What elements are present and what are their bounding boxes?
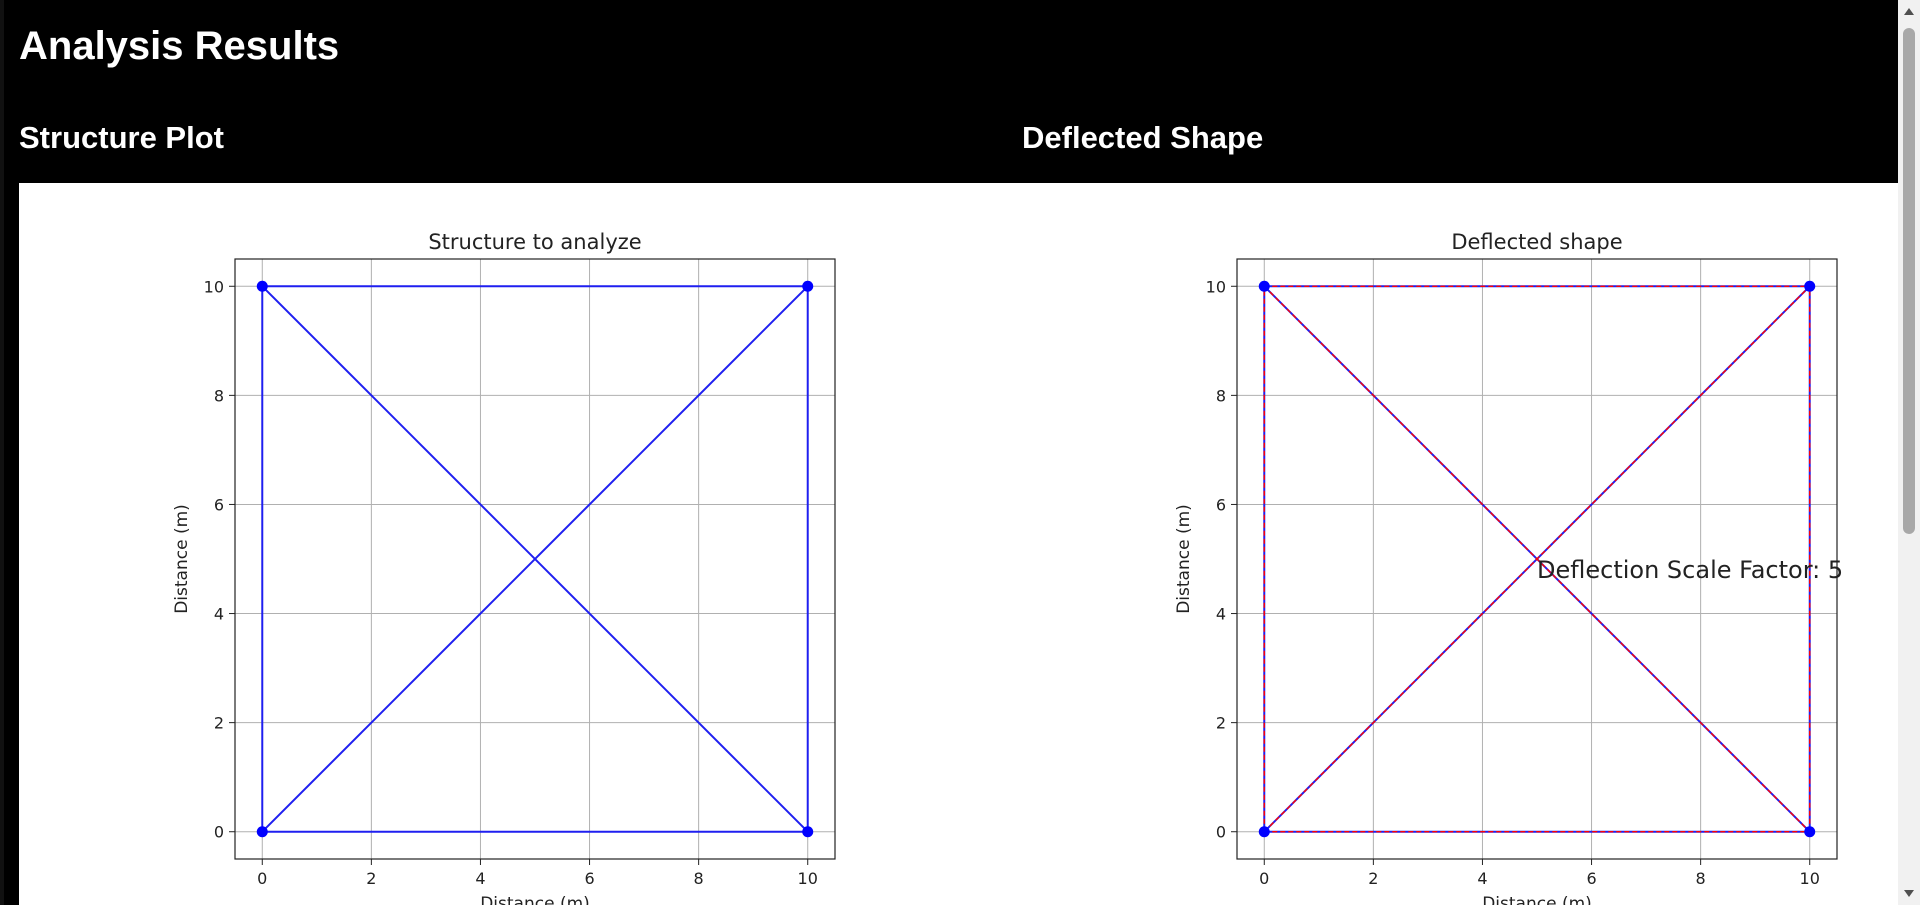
y-tick-label: 8 xyxy=(1216,386,1226,405)
y-tick-label: 8 xyxy=(214,386,224,405)
y-axis-label: Distance (m) xyxy=(172,504,192,614)
node-point xyxy=(256,280,268,292)
node-point xyxy=(256,826,268,838)
x-tick-label: 0 xyxy=(1259,869,1269,888)
vertical-scrollbar[interactable] xyxy=(1898,0,1920,905)
scroll-down-arrow-icon[interactable] xyxy=(1904,890,1914,897)
y-tick-label: 6 xyxy=(214,495,224,514)
chart-title: Structure to analyze xyxy=(428,230,641,254)
x-tick-label: 2 xyxy=(1368,869,1378,888)
x-tick-label: 10 xyxy=(1800,869,1820,888)
y-tick-label: 2 xyxy=(1216,714,1226,733)
y-tick-label: 4 xyxy=(214,605,224,624)
member-line xyxy=(261,285,809,833)
x-tick-label: 6 xyxy=(1586,869,1596,888)
x-tick-label: 8 xyxy=(694,869,704,888)
deflected-shape-heading: Deflected Shape xyxy=(1022,120,1264,155)
y-tick-label: 10 xyxy=(204,277,224,296)
scroll-up-arrow-icon[interactable] xyxy=(1904,8,1914,15)
x-axis-label: Distance (m) xyxy=(1482,894,1592,905)
scrollbar-thumb[interactable] xyxy=(1903,28,1915,534)
x-tick-label: 10 xyxy=(798,869,818,888)
y-tick-label: 0 xyxy=(1216,823,1226,842)
node-point xyxy=(802,826,814,838)
x-tick-label: 6 xyxy=(584,869,594,888)
y-tick-label: 2 xyxy=(214,714,224,733)
y-tick-label: 0 xyxy=(214,823,224,842)
deflected-member-line xyxy=(1263,285,1811,833)
x-tick-label: 4 xyxy=(475,869,485,888)
node-point xyxy=(1804,280,1816,292)
results-panel: 0 2 4 6 8 10 0 2 4 6 8 10 Structure to analyze Distan… xyxy=(19,183,1899,905)
deflected-shape-plot: 0 2 4 6 8 10 0 2 4 6 8 10 Deflected shape Distance (m… xyxy=(1141,183,1861,905)
x-tick-label: 4 xyxy=(1477,869,1487,888)
x-tick-label: 2 xyxy=(366,869,376,888)
structure-plot-heading: Structure Plot xyxy=(19,120,224,155)
x-tick-label: 0 xyxy=(257,869,267,888)
x-tick-label: 8 xyxy=(1696,869,1706,888)
node-point xyxy=(1258,280,1270,292)
deflected-shape-chart: 0 2 4 6 8 10 0 2 4 6 8 10 Deflected shape Distance (m… xyxy=(1174,230,1843,905)
x-axis-label: Distance (m) xyxy=(480,894,590,905)
structure-chart: 0 2 4 6 8 10 0 2 4 6 8 10 Structure to analyze Distan… xyxy=(172,230,836,905)
y-tick-label: 10 xyxy=(1206,277,1226,296)
chart-title: Deflected shape xyxy=(1451,230,1622,254)
node-point xyxy=(1258,826,1270,838)
node-point xyxy=(802,280,814,292)
y-axis-label: Distance (m) xyxy=(1174,504,1194,614)
axes-frame xyxy=(1236,258,1838,860)
y-tick-label: 6 xyxy=(1216,495,1226,514)
axes-frame xyxy=(234,258,836,860)
page-title: Analysis Results xyxy=(19,24,340,68)
node-point xyxy=(1804,826,1816,838)
y-tick-label: 4 xyxy=(1216,605,1226,624)
structure-plot: 0 2 4 6 8 10 0 2 4 6 8 10 Structure to analyze Distan… xyxy=(139,183,859,905)
deflection-scale-annotation: Deflection Scale Factor: 5 xyxy=(1537,556,1843,584)
